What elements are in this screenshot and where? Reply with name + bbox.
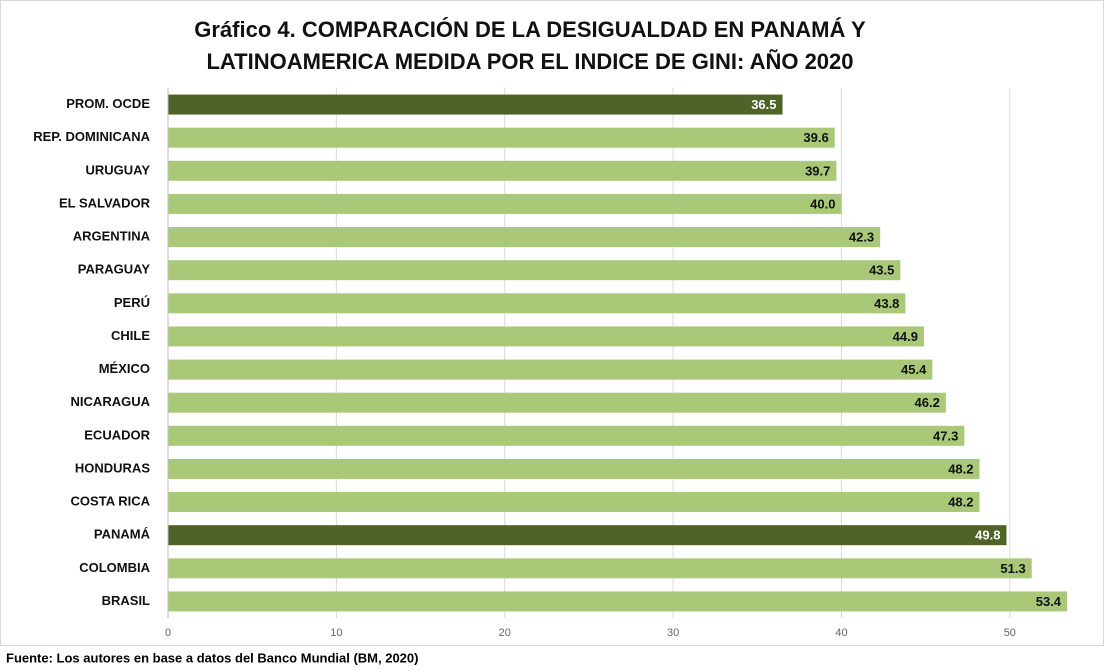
y-tick-label: MÉXICO (99, 361, 150, 376)
value-label: 51.3 (1000, 561, 1025, 576)
value-label: 44.9 (893, 329, 918, 344)
y-tick-label: EL SALVADOR (59, 195, 151, 210)
x-tick-label: 0 (165, 627, 171, 639)
y-tick-label: URUGUAY (85, 162, 150, 177)
y-tick-label: NICARAGUA (71, 394, 151, 409)
chart-title: LATINOAMERICA MEDIDA POR EL INDICE DE GI… (206, 49, 853, 74)
y-tick-label: ECUADOR (84, 427, 150, 442)
y-tick-label: PANAMÁ (94, 527, 151, 542)
x-tick-label: 20 (499, 627, 511, 639)
y-tick-label: REP. DOMINICANA (33, 129, 150, 144)
value-label: 39.6 (803, 130, 828, 145)
y-tick-label: COLOMBIA (79, 560, 150, 575)
bar (168, 425, 965, 446)
bar (168, 293, 906, 314)
y-tick-label: BRASIL (102, 593, 150, 608)
source-note: Fuente: Los autores en base a datos del … (6, 650, 418, 665)
value-label: 42.3 (849, 230, 874, 245)
value-label: 48.2 (948, 495, 973, 510)
bar (168, 94, 783, 115)
bar (168, 193, 842, 214)
x-tick-label: 40 (835, 627, 847, 639)
y-tick-label: ARGENTINA (73, 229, 151, 244)
bar (168, 492, 980, 513)
y-tick-label: COSTA RICA (71, 494, 151, 509)
x-tick-label: 50 (1004, 627, 1016, 639)
bar (168, 359, 933, 380)
value-label: 49.8 (975, 528, 1000, 543)
bar (168, 127, 835, 148)
value-label: 48.2 (948, 461, 973, 476)
y-tick-label: CHILE (111, 328, 150, 343)
x-tick-label: 10 (330, 627, 342, 639)
bar (168, 326, 924, 347)
bar (168, 227, 881, 248)
value-label: 43.5 (869, 263, 894, 278)
value-label: 47.3 (933, 428, 958, 443)
y-tick-label: PERÚ (114, 295, 150, 310)
bar (168, 558, 1032, 579)
y-tick-label: PROM. OCDE (66, 96, 150, 111)
y-tick-label: PARAGUAY (78, 262, 151, 277)
bar (168, 525, 1007, 546)
bar (168, 260, 901, 281)
value-label: 46.2 (915, 395, 940, 410)
bar (168, 458, 980, 479)
value-label: 36.5 (751, 97, 776, 112)
value-label: 45.4 (901, 362, 927, 377)
value-label: 53.4 (1036, 594, 1062, 609)
bar (168, 160, 837, 181)
bar (168, 392, 946, 413)
chart-title: Gráfico 4. COMPARACIÓN DE LA DESIGUALDAD… (194, 17, 866, 42)
bar (168, 591, 1068, 612)
value-label: 40.0 (810, 196, 835, 211)
y-tick-label: HONDURAS (75, 460, 150, 475)
x-tick-label: 30 (667, 627, 679, 639)
value-label: 43.8 (874, 296, 899, 311)
value-label: 39.7 (805, 163, 830, 178)
